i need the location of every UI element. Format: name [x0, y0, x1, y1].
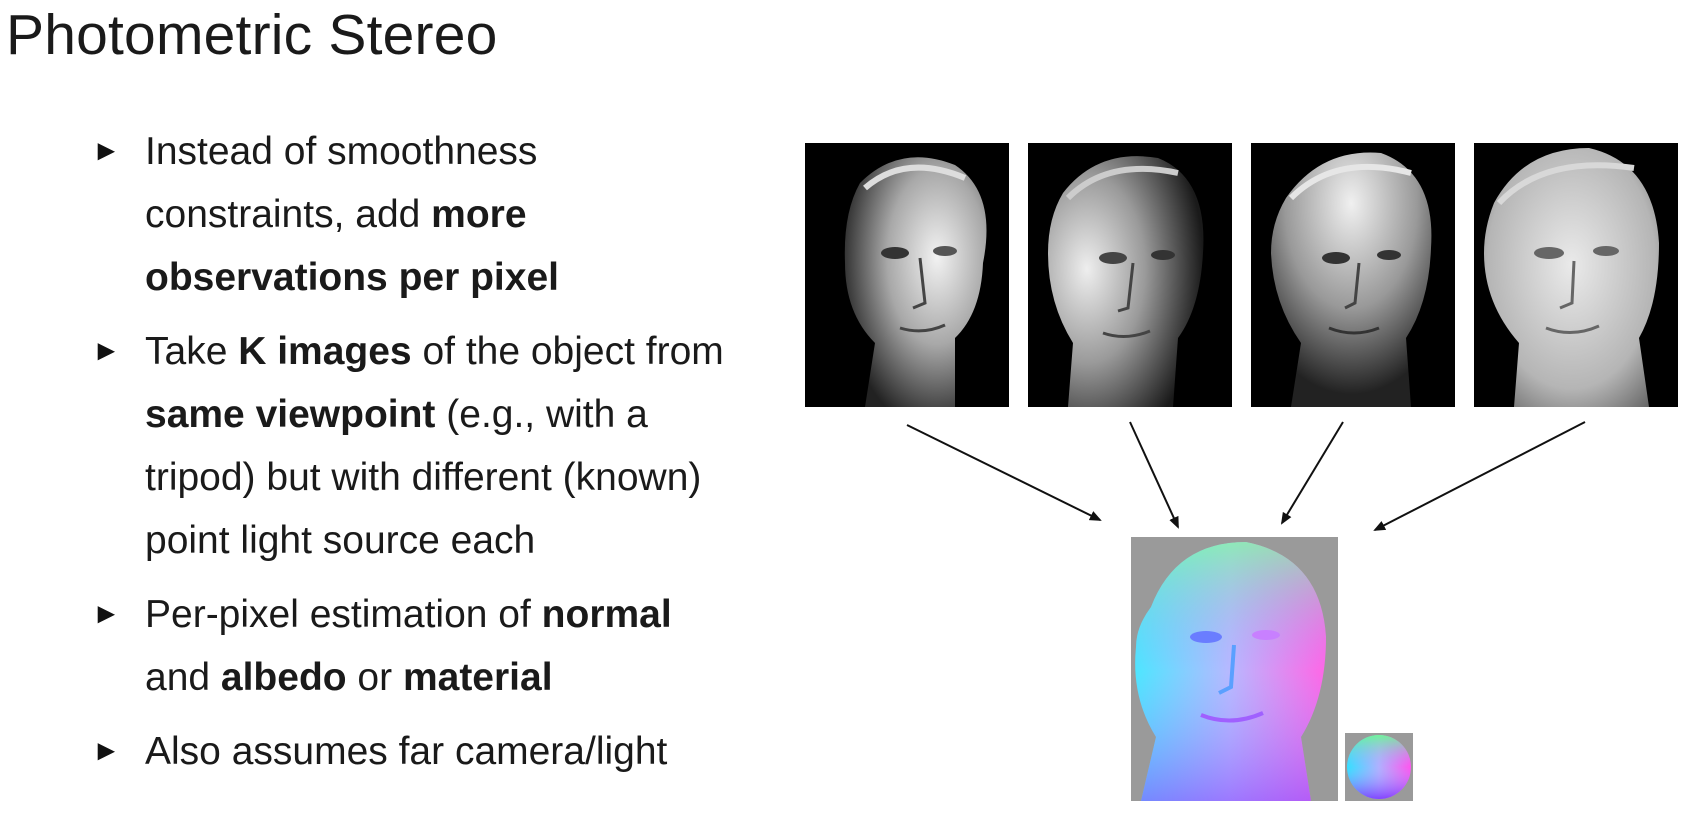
bullet-list: ► Instead of smoothness constraints, add… — [92, 120, 732, 794]
input-image-3 — [1251, 143, 1455, 407]
bullet-arrow-icon: ► — [92, 135, 121, 167]
bullet-item-far-camera: ► Also assumes far camera/light — [92, 720, 732, 783]
arrow-3 — [1280, 421, 1344, 525]
arrow-4 — [1373, 421, 1586, 531]
bullet-text: Also assumes far camera/light — [145, 730, 668, 773]
slide-title: Photometric Stereo — [6, 3, 498, 67]
normal-map-image — [1131, 537, 1338, 801]
input-image-4 — [1474, 143, 1678, 407]
bullet-bold-text: more observations per pixel — [145, 193, 559, 299]
bullet-text: Instead of smoothness constraints, add — [145, 130, 538, 236]
bullet-bold-text: material — [402, 656, 553, 699]
bullet-text: or — [346, 656, 403, 699]
bullet-bold-text: normal — [541, 593, 672, 636]
bullet-bold-text: K images — [238, 330, 412, 373]
bullet-bold-text: same viewpoint — [145, 393, 436, 436]
bullet-text: and — [145, 656, 221, 699]
bullet-arrow-icon: ► — [92, 735, 121, 767]
arrow-1 — [906, 424, 1102, 521]
bullet-arrow-icon: ► — [92, 598, 121, 630]
input-image-2 — [1028, 143, 1232, 407]
bullet-arrow-icon: ► — [92, 335, 121, 367]
bullet-text: (e.g., with a tripod) but with different… — [145, 393, 702, 562]
bullet-bold-text: albedo — [220, 656, 347, 699]
bullet-item-k-images: ► Take K images of the object from same … — [92, 320, 732, 572]
bullet-text: Per-pixel estimation of — [145, 593, 542, 636]
normal-sphere-legend — [1345, 733, 1413, 801]
bullet-item-estimation: ► Per-pixel estimation of normal and alb… — [92, 583, 732, 709]
bullet-text: Take — [145, 330, 239, 373]
arrow-2 — [1129, 421, 1179, 529]
input-image-1 — [805, 143, 1009, 407]
bullet-text: of the object from — [411, 330, 724, 373]
bullet-item-smoothness: ► Instead of smoothness constraints, add… — [92, 120, 732, 309]
